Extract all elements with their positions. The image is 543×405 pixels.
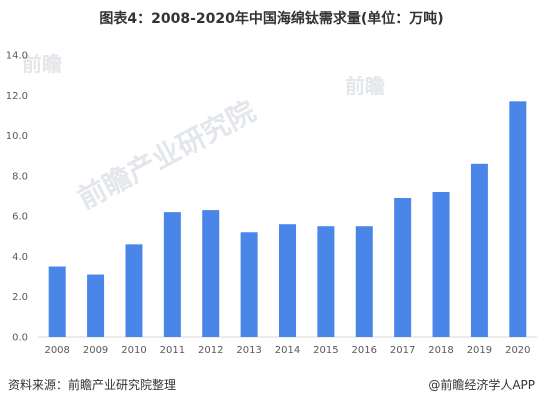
bar-2011 bbox=[163, 212, 181, 337]
x-tick-label: 2010 bbox=[121, 345, 146, 356]
x-tick-label: 2019 bbox=[467, 345, 492, 356]
bars bbox=[48, 101, 527, 337]
x-tick-label: 2013 bbox=[236, 345, 261, 356]
bar-2013 bbox=[240, 232, 258, 337]
bar-2017 bbox=[394, 198, 412, 337]
y-tick-label: 14.0 bbox=[6, 51, 28, 62]
bar-2015 bbox=[317, 226, 335, 337]
bar-2016 bbox=[355, 226, 373, 337]
x-tick-label: 2011 bbox=[160, 345, 185, 356]
y-tick-label: 4.0 bbox=[12, 252, 28, 263]
y-tick-label: 8.0 bbox=[12, 171, 28, 182]
bar-2018 bbox=[432, 191, 450, 337]
x-tick-label: 2020 bbox=[505, 345, 530, 356]
bar-2020 bbox=[509, 101, 527, 337]
x-tick-label: 2018 bbox=[428, 345, 453, 356]
x-tick-label: 2014 bbox=[275, 345, 300, 356]
x-tick-label: 2012 bbox=[198, 345, 223, 356]
source-note: 资料来源：前瞻产业研究院整理 bbox=[8, 378, 177, 392]
bar-2008 bbox=[48, 266, 66, 337]
x-axis-ticks: 2008 2009 2010 2011 2012 2013 2014 2015 2016 2017… bbox=[44, 345, 530, 356]
bar-2009 bbox=[87, 274, 105, 337]
y-axis-ticks: 0.0 2.0 4.0 6.0 8.0 10.0 12.0 14.0 bbox=[6, 51, 28, 344]
x-tick-label: 2016 bbox=[352, 345, 377, 356]
chart-title: 图表4：2008-2020年中国海绵钛需求量(单位：万吨) bbox=[99, 11, 444, 27]
y-tick-label: 12.0 bbox=[6, 91, 28, 102]
x-tick-label: 2008 bbox=[44, 345, 69, 356]
y-tick-label: 6.0 bbox=[12, 212, 28, 223]
bar-2014 bbox=[279, 224, 296, 337]
bar-2012 bbox=[202, 210, 220, 337]
bar-2019 bbox=[470, 163, 488, 337]
y-tick-label: 0.0 bbox=[12, 333, 28, 344]
y-tick-label: 10.0 bbox=[6, 131, 28, 142]
x-tick-label: 2015 bbox=[313, 345, 338, 356]
bar-chart: 0.0 2.0 4.0 6.0 8.0 10.0 12.0 14.0 2008 2009 2010… bbox=[6, 51, 537, 356]
bar-2010 bbox=[125, 244, 143, 337]
brand-credit: @前瞻经济学人APP bbox=[428, 378, 535, 392]
y-tick-label: 2.0 bbox=[12, 292, 28, 303]
x-tick-label: 2009 bbox=[83, 345, 108, 356]
x-tick-label: 2017 bbox=[390, 345, 415, 356]
